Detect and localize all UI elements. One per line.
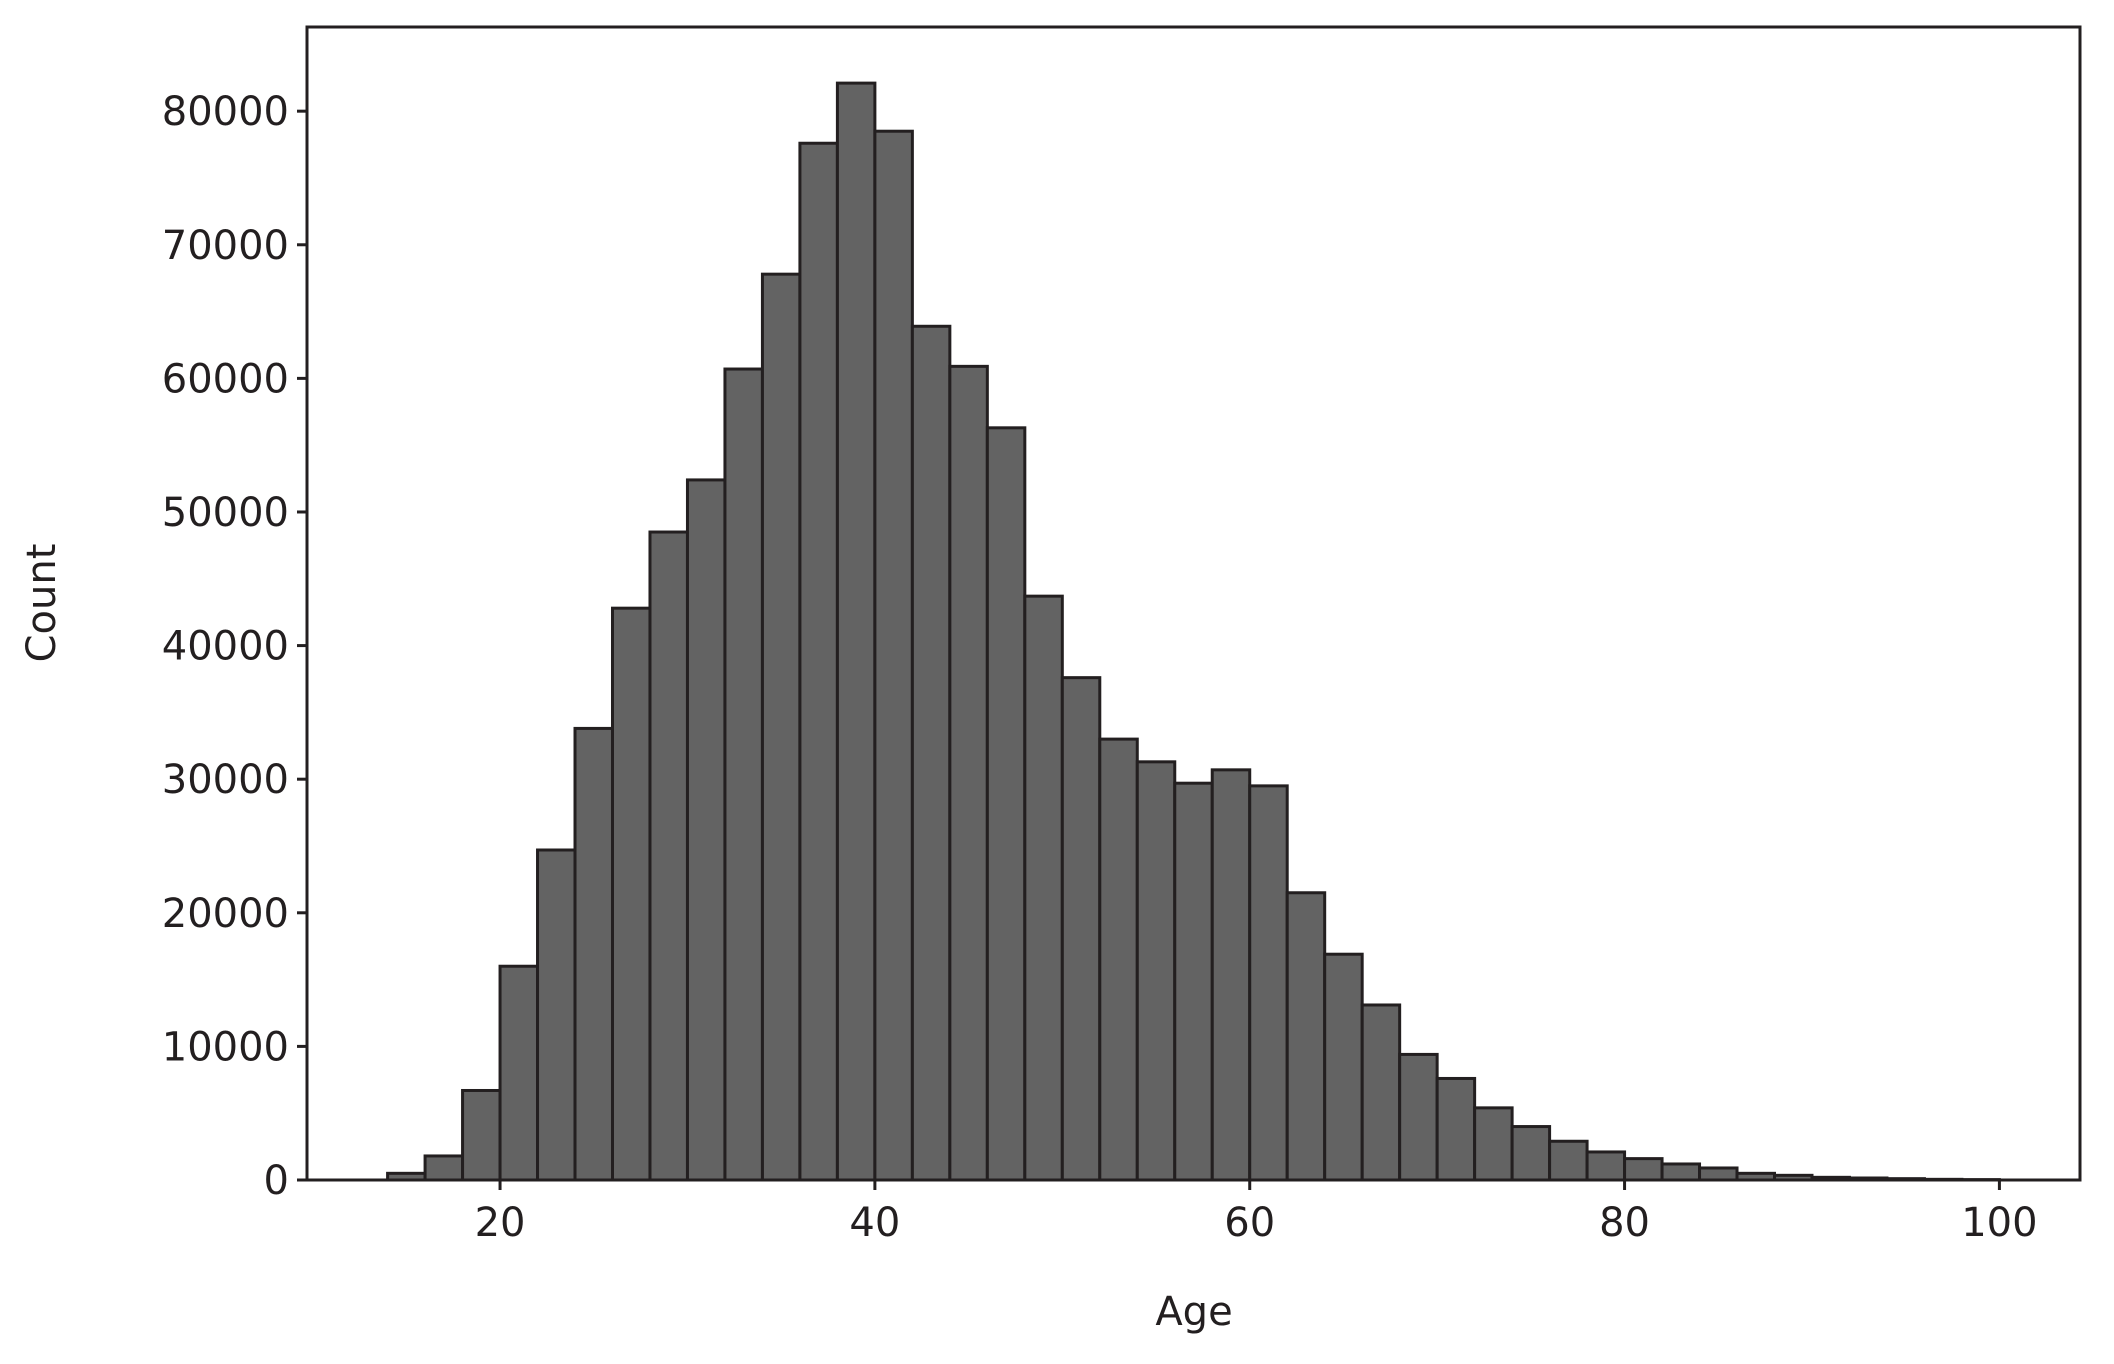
bar	[760, 272, 802, 1182]
bar	[985, 426, 1027, 1182]
bar	[498, 964, 540, 1182]
y-tick-label: 70000	[162, 223, 289, 269]
y-tick-label: 60000	[162, 356, 289, 402]
bar	[536, 848, 577, 1182]
bar	[1510, 1125, 1552, 1182]
y-axis-label: Count	[19, 544, 65, 663]
bar	[1360, 1003, 1402, 1182]
bar	[685, 478, 727, 1182]
bar	[573, 726, 614, 1182]
y-tick-label: 30000	[162, 757, 289, 803]
y-tick-label: 10000	[162, 1024, 289, 1070]
bar	[723, 367, 764, 1182]
x-axis-label: Age	[1155, 1289, 1232, 1335]
y-tick-label: 0	[264, 1158, 289, 1204]
plot-frame	[305, 25, 2082, 1182]
x-tick-label: 20	[475, 1200, 526, 1246]
bar	[873, 129, 914, 1182]
bar	[1398, 1052, 1439, 1182]
bar	[1698, 1166, 1739, 1182]
bar	[1173, 781, 1214, 1182]
bar	[1135, 760, 1177, 1182]
bar	[798, 141, 839, 1182]
y-tick-label: 50000	[162, 490, 289, 536]
bar	[1023, 594, 1064, 1182]
bar	[610, 606, 652, 1182]
bar	[1585, 1150, 1627, 1182]
bar	[1098, 737, 1139, 1182]
bar	[1435, 1076, 1477, 1182]
bar	[1660, 1162, 1702, 1182]
x-tick-label: 80	[1599, 1200, 1650, 1246]
bar	[1210, 768, 1252, 1182]
x-tick-label: 60	[1224, 1200, 1275, 1246]
y-tick-label: 40000	[162, 624, 289, 670]
bar	[910, 324, 952, 1182]
bar	[1323, 952, 1364, 1182]
bar	[423, 1154, 465, 1182]
y-tick-label: 20000	[162, 891, 289, 937]
bar	[948, 364, 989, 1182]
bar	[461, 1088, 502, 1182]
bar	[1060, 676, 1102, 1182]
y-tick-label: 80000	[162, 89, 289, 135]
bar	[1248, 784, 1289, 1182]
bar	[1623, 1157, 1664, 1182]
bar	[1548, 1139, 1589, 1182]
x-tick-label: 100	[1961, 1200, 2037, 1246]
bar	[835, 81, 877, 1182]
bar	[1473, 1106, 1514, 1182]
bar	[1285, 891, 1327, 1182]
x-tick-label: 40	[849, 1200, 900, 1246]
bar	[648, 530, 689, 1182]
